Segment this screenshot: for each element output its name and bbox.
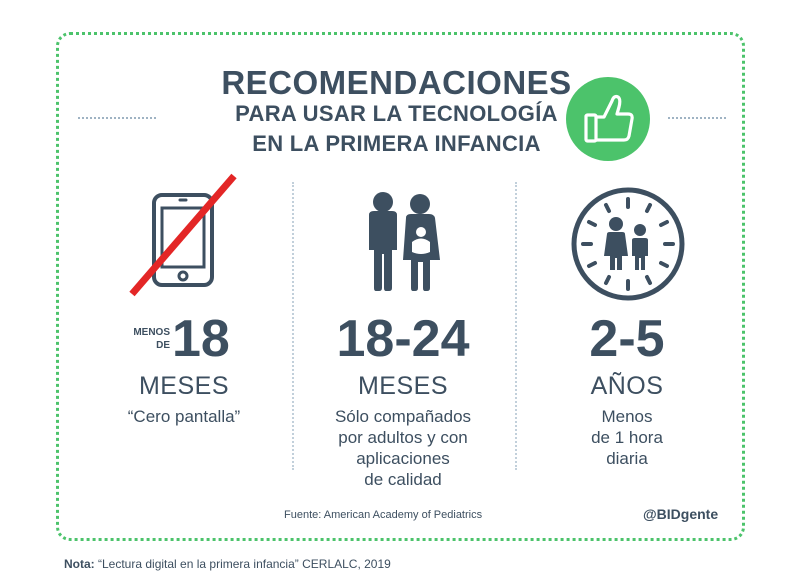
col3-desc-line: diaria [606,449,648,468]
source-credit: Fuente: American Academy of Pediatrics [284,509,483,521]
col2-desc-line: por adultos y con [338,428,468,447]
col2-number: 18-24 [336,310,470,368]
footnote-label: Nota: [64,557,95,571]
parents-with-baby-icon [369,192,440,291]
prefix-line-2: DE [156,340,170,351]
title-line-3: EN LA PRIMERA INFANCIA [252,131,541,156]
title-line-1: RECOMENDACIONES [221,64,572,101]
col3-unit: AÑOS [590,372,664,400]
title-line-2: PARA USAR LA TECNOLOGÍA [235,101,558,126]
prefix-line-1: MENOS [133,327,170,338]
footnote: Nota: “Lectura digital en la primera inf… [64,557,391,571]
card-border [56,32,745,541]
col3-number: 2-5 [589,310,665,368]
title-right-divider [668,117,726,119]
col3-desc-line: de 1 hora [591,428,663,447]
col1-unit: MESES [138,372,230,400]
col1-desc-line: “Cero pantalla” [127,407,241,426]
column-divider-1 [292,182,294,470]
col1-number: 18 [172,310,230,368]
col2-unit: MESES [357,372,449,400]
col2-desc-line: aplicaciones [356,449,450,468]
column-divider-2 [515,182,517,470]
social-handle: @BIDgente [643,506,719,522]
title-left-divider [78,117,156,119]
clock-with-children-icon [571,187,685,301]
col2-desc-line: Sólo compañados [334,407,472,426]
col1-description: “Cero pantalla” [104,406,264,427]
thumbs-up-icon [566,77,650,161]
tablet-crossed-icon [129,173,237,297]
footnote-text: “Lectura digital en la primera infancia”… [94,557,391,571]
col2-desc-line: de calidad [364,470,442,489]
menos-de-prefix: MENOS DE [118,326,170,352]
col2-description: Sólo compañados por adultos y con aplica… [300,406,506,490]
col3-description: Menos de 1 hora diaria [540,406,714,469]
col3-desc-line: Menos [601,407,653,426]
